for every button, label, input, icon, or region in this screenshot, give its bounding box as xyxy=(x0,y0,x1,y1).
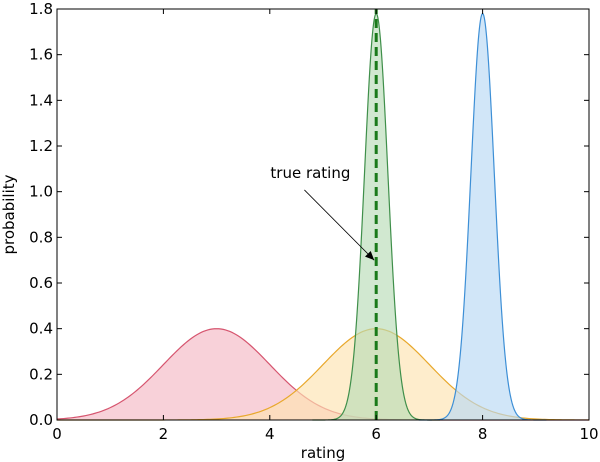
x-tick-label: 0 xyxy=(52,425,62,443)
y-tick-label: 0.2 xyxy=(29,365,53,383)
y-axis-label: probability xyxy=(0,174,18,254)
x-tick-label: 8 xyxy=(478,425,488,443)
tick-layer: 0 2 4 6 8 10 0.0 0.2 0.4 0.6 0.8 1.0 1.2 1.4 1.6 1.8 xyxy=(29,0,598,443)
series-0-area xyxy=(57,328,589,420)
y-tick-label: 1.2 xyxy=(29,137,53,155)
x-tick-label: 10 xyxy=(579,425,598,443)
x-tick-label: 6 xyxy=(371,425,381,443)
annotation-true-rating: true rating xyxy=(270,164,350,182)
annotation-arrow-head xyxy=(365,250,375,261)
y-tick-label: 1.0 xyxy=(29,183,53,201)
y-tick-label: 0.6 xyxy=(29,274,53,292)
plot-frame xyxy=(56,8,590,421)
series-layer xyxy=(56,12,590,421)
y-tick-label: 0.4 xyxy=(29,320,53,338)
series-3-area xyxy=(418,13,547,420)
annotation-arrow-shaft xyxy=(304,189,375,261)
y-tick-label: 0.8 xyxy=(29,228,53,246)
y-tick-label: 1.4 xyxy=(29,91,53,109)
y-tick-label: 0.0 xyxy=(29,411,53,429)
x-tick-label: 2 xyxy=(159,425,169,443)
annotation-layer: true rating xyxy=(270,164,375,261)
y-tick-label: 1.8 xyxy=(29,0,53,18)
y-tick-label: 1.6 xyxy=(29,46,53,64)
x-tick-label: 4 xyxy=(265,425,275,443)
x-axis-label: rating xyxy=(301,444,345,462)
